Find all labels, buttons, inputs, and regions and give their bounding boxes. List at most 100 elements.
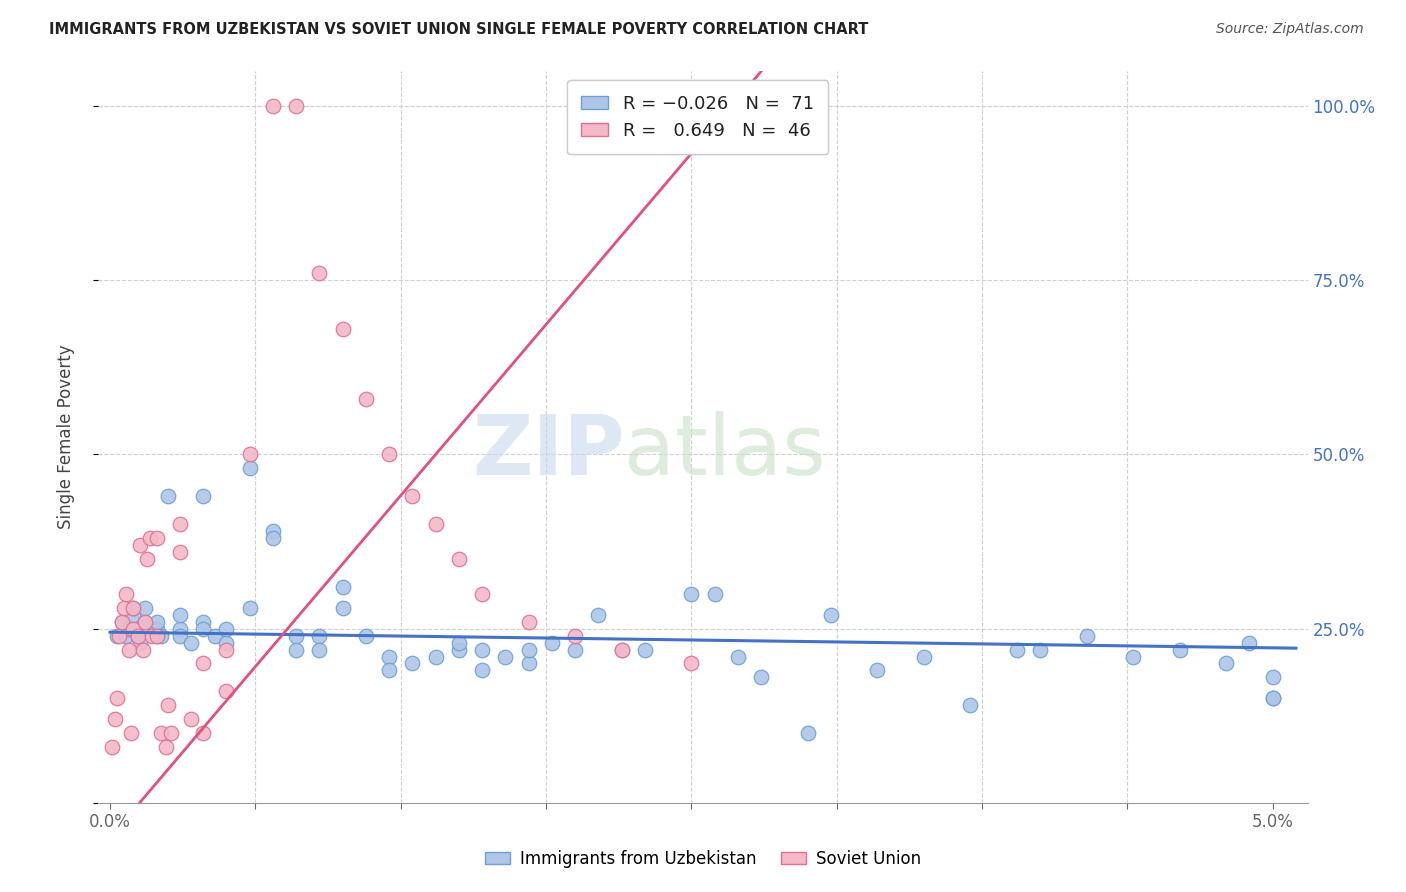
Point — [155, 740, 177, 755]
Point — [215, 622, 238, 636]
Point — [150, 629, 173, 643]
Point — [180, 712, 202, 726]
Point — [136, 552, 159, 566]
Point — [378, 448, 401, 462]
Point — [122, 600, 145, 615]
Point — [308, 266, 330, 280]
Point — [169, 622, 191, 636]
Point — [447, 635, 470, 649]
Point — [122, 622, 145, 636]
Point — [157, 698, 180, 713]
Point — [1029, 642, 1052, 657]
Point — [401, 489, 423, 503]
Point — [239, 600, 262, 615]
Point — [131, 642, 153, 657]
Point — [145, 629, 167, 643]
Point — [517, 642, 540, 657]
Point — [215, 684, 238, 698]
Point — [866, 664, 889, 678]
Point — [820, 607, 842, 622]
Point — [115, 629, 138, 643]
Point — [378, 664, 401, 678]
Point — [191, 726, 214, 740]
Point — [191, 622, 214, 636]
Point — [1261, 670, 1284, 684]
Point — [122, 600, 145, 615]
Point — [262, 99, 284, 113]
Point — [141, 629, 163, 643]
Point — [145, 622, 167, 636]
Point — [332, 322, 354, 336]
Point — [796, 726, 818, 740]
Point — [145, 629, 167, 643]
Point — [1261, 691, 1284, 706]
Point — [105, 691, 128, 706]
Point — [610, 642, 633, 657]
Text: Source: ZipAtlas.com: Source: ZipAtlas.com — [1216, 22, 1364, 37]
Point — [105, 629, 128, 643]
Point — [111, 615, 134, 629]
Point — [262, 524, 284, 538]
Point — [517, 615, 540, 629]
Point — [494, 649, 516, 664]
Point — [108, 629, 131, 643]
Point — [588, 607, 610, 622]
Point — [517, 657, 540, 671]
Point — [540, 635, 562, 649]
Point — [354, 629, 377, 643]
Point — [1239, 635, 1261, 649]
Point — [204, 629, 226, 643]
Point — [749, 670, 772, 684]
Point — [1168, 642, 1191, 657]
Point — [118, 622, 141, 636]
Point — [169, 629, 191, 643]
Point — [447, 642, 470, 657]
Point — [681, 587, 703, 601]
Point — [239, 461, 262, 475]
Point — [145, 615, 167, 629]
Point — [285, 99, 308, 113]
Point — [111, 615, 134, 629]
Point — [239, 448, 262, 462]
Legend: Immigrants from Uzbekistan, Soviet Union: Immigrants from Uzbekistan, Soviet Union — [478, 844, 928, 875]
Point — [122, 607, 145, 622]
Point — [727, 649, 749, 664]
Point — [1215, 657, 1237, 671]
Point — [127, 629, 149, 643]
Point — [115, 587, 138, 601]
Point — [1076, 629, 1098, 643]
Point — [308, 629, 330, 643]
Point — [145, 531, 167, 545]
Point — [634, 642, 657, 657]
Point — [180, 635, 202, 649]
Point — [169, 607, 191, 622]
Point — [681, 657, 703, 671]
Text: IMMIGRANTS FROM UZBEKISTAN VS SOVIET UNION SINGLE FEMALE POVERTY CORRELATION CHA: IMMIGRANTS FROM UZBEKISTAN VS SOVIET UNI… — [49, 22, 869, 37]
Point — [129, 538, 152, 552]
Point — [471, 642, 494, 657]
Point — [157, 489, 180, 503]
Point — [1122, 649, 1144, 664]
Point — [425, 517, 447, 532]
Point — [332, 600, 354, 615]
Point — [1005, 642, 1028, 657]
Point — [401, 657, 423, 671]
Point — [134, 600, 156, 615]
Point — [285, 642, 308, 657]
Point — [425, 649, 447, 664]
Point — [215, 642, 238, 657]
Point — [127, 629, 149, 643]
Point — [191, 615, 214, 629]
Point — [703, 587, 725, 601]
Point — [191, 657, 214, 671]
Point — [150, 726, 173, 740]
Point — [104, 712, 127, 726]
Point — [134, 615, 156, 629]
Point — [169, 545, 191, 559]
Point — [169, 517, 191, 532]
Point — [262, 531, 284, 545]
Point — [471, 587, 494, 601]
Point — [912, 649, 935, 664]
Point — [564, 629, 586, 643]
Legend: R = −0.026   N =  71, R =   0.649   N =  46: R = −0.026 N = 71, R = 0.649 N = 46 — [567, 80, 828, 154]
